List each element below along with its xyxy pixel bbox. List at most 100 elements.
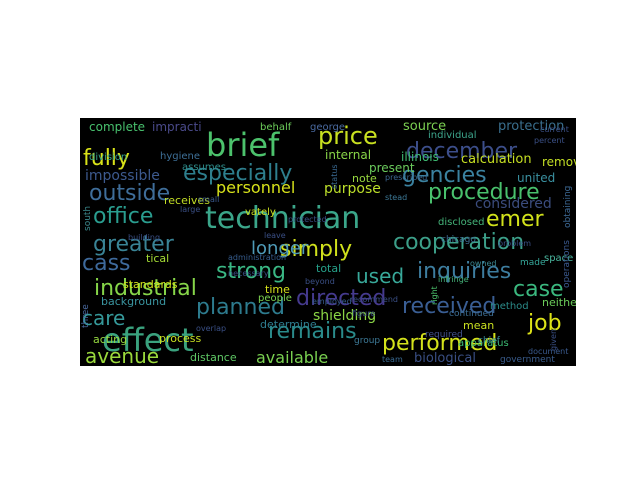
cloud-word: receives bbox=[164, 194, 210, 207]
cloud-word: directed bbox=[296, 286, 386, 311]
word-cloud-panel: technician effect brief december especially d… bbox=[80, 118, 576, 366]
cloud-word: assumes bbox=[182, 162, 226, 173]
cloud-word: hygiene bbox=[160, 151, 200, 162]
cloud-word: avenue bbox=[85, 344, 159, 366]
cloud-word: december bbox=[406, 139, 518, 164]
cloud-word: procedure bbox=[428, 180, 540, 205]
cloud-word: impracti bbox=[152, 120, 202, 134]
cloud-word: cass bbox=[82, 251, 131, 276]
cloud-word: neither bbox=[542, 296, 576, 309]
cloud-word: note bbox=[352, 172, 377, 185]
cloud-word: present bbox=[369, 161, 415, 175]
cloud-word: tical bbox=[146, 252, 169, 265]
cloud-word: owned bbox=[470, 259, 497, 268]
cloud-word: especially bbox=[183, 161, 292, 186]
cloud-word: planned bbox=[196, 295, 285, 320]
cloud-word: emer bbox=[486, 207, 545, 232]
cloud-word: infringe bbox=[438, 275, 469, 284]
cloud-word: disclosed bbox=[438, 217, 484, 228]
cloud-word: simply bbox=[280, 237, 352, 262]
cloud-word: continued bbox=[449, 309, 494, 319]
cloud-word: method bbox=[490, 301, 529, 312]
cloud-word: document bbox=[528, 347, 568, 356]
cloud-word: available bbox=[256, 348, 328, 366]
cloud-word: fully bbox=[83, 146, 130, 171]
cloud-word: right bbox=[430, 286, 439, 305]
cloud-word: impossible bbox=[85, 168, 160, 184]
cloud-word: status bbox=[330, 164, 339, 189]
cloud-word: inquiries bbox=[417, 259, 511, 284]
cloud-word: strong bbox=[216, 259, 286, 284]
cloud-word: shielding bbox=[313, 308, 376, 324]
cloud-word: outside bbox=[89, 181, 170, 206]
cloud-word: protected bbox=[288, 215, 327, 224]
cloud-word: longer bbox=[251, 238, 309, 259]
cloud-word: behalf bbox=[260, 122, 292, 133]
cloud-word: considered bbox=[475, 196, 552, 212]
cloud-word: vately bbox=[245, 207, 276, 218]
cloud-word: south bbox=[83, 206, 93, 231]
cloud-word: received bbox=[402, 294, 496, 319]
cloud-word: case bbox=[513, 277, 564, 302]
cloud-word: care bbox=[82, 306, 125, 330]
cloud-word: small bbox=[198, 195, 219, 204]
cloud-word: determine bbox=[260, 318, 317, 331]
cloud-word: team bbox=[382, 355, 403, 364]
cloud-word: job bbox=[527, 311, 562, 336]
cloud-word: remove bbox=[542, 155, 576, 169]
cloud-word: chief bbox=[478, 336, 501, 346]
cloud-word: internal bbox=[325, 148, 371, 162]
cloud-word: biological bbox=[414, 351, 476, 366]
cloud-word: prescribed bbox=[385, 173, 427, 182]
cloud-word: standards bbox=[123, 278, 178, 291]
cloud-word: individual bbox=[428, 130, 477, 141]
cloud-word: necessary bbox=[228, 269, 269, 278]
cloud-word: gencies bbox=[402, 163, 487, 188]
cloud-word: background bbox=[101, 295, 166, 308]
cloud-word: greater bbox=[93, 232, 175, 257]
cloud-word: personnel bbox=[216, 178, 295, 197]
cloud-word: space bbox=[544, 253, 573, 264]
cloud-word: cooperation bbox=[393, 230, 524, 255]
cloud-word: required bbox=[425, 330, 463, 340]
cloud-word: problem bbox=[498, 239, 531, 248]
cloud-word: stead bbox=[385, 193, 407, 202]
cloud-word: price bbox=[318, 122, 378, 150]
cloud-word: protection bbox=[498, 119, 564, 134]
cloud-word: office bbox=[93, 204, 153, 229]
cloud-word: apparatus bbox=[458, 338, 509, 349]
cloud-word: operations bbox=[562, 240, 572, 288]
cloud-word: given bbox=[549, 329, 558, 351]
cloud-word: performed bbox=[382, 331, 497, 356]
cloud-word: three bbox=[81, 304, 91, 328]
cloud-word: united bbox=[517, 171, 555, 185]
cloud-word: mean bbox=[463, 319, 494, 332]
cloud-word: building bbox=[128, 233, 160, 242]
cloud-word: technician bbox=[205, 201, 360, 236]
cloud-word: made bbox=[520, 258, 546, 268]
cloud-word: beyond bbox=[305, 277, 335, 286]
cloud-word: calculation bbox=[461, 152, 532, 167]
cloud-word: illinois bbox=[401, 150, 439, 164]
word-cloud: technician effect brief december especially d… bbox=[81, 119, 576, 366]
cloud-word: complete bbox=[89, 120, 145, 134]
cloud-word: government bbox=[500, 355, 555, 365]
cloud-word: obtaining bbox=[563, 186, 573, 228]
cloud-word: large bbox=[180, 205, 200, 214]
cloud-word: remains bbox=[268, 319, 357, 344]
cloud-word: purpose bbox=[324, 181, 381, 197]
cloud-word: used bbox=[356, 264, 404, 288]
cloud-word: distance bbox=[190, 351, 237, 364]
cloud-word: overlap bbox=[196, 324, 226, 333]
cloud-word: administration bbox=[228, 253, 286, 262]
cloud-word: total bbox=[316, 262, 341, 275]
cloud-word: industrial bbox=[94, 276, 197, 301]
cloud-word: people bbox=[258, 293, 292, 304]
cloud-word: recommend bbox=[350, 295, 398, 304]
cloud-word: leave bbox=[264, 231, 286, 240]
cloud-word: process bbox=[159, 332, 202, 345]
cloud-word: group bbox=[354, 336, 380, 346]
cloud-word: employed bbox=[312, 297, 352, 306]
cloud-word: chicago bbox=[441, 235, 476, 245]
cloud-word: figure bbox=[352, 309, 375, 318]
